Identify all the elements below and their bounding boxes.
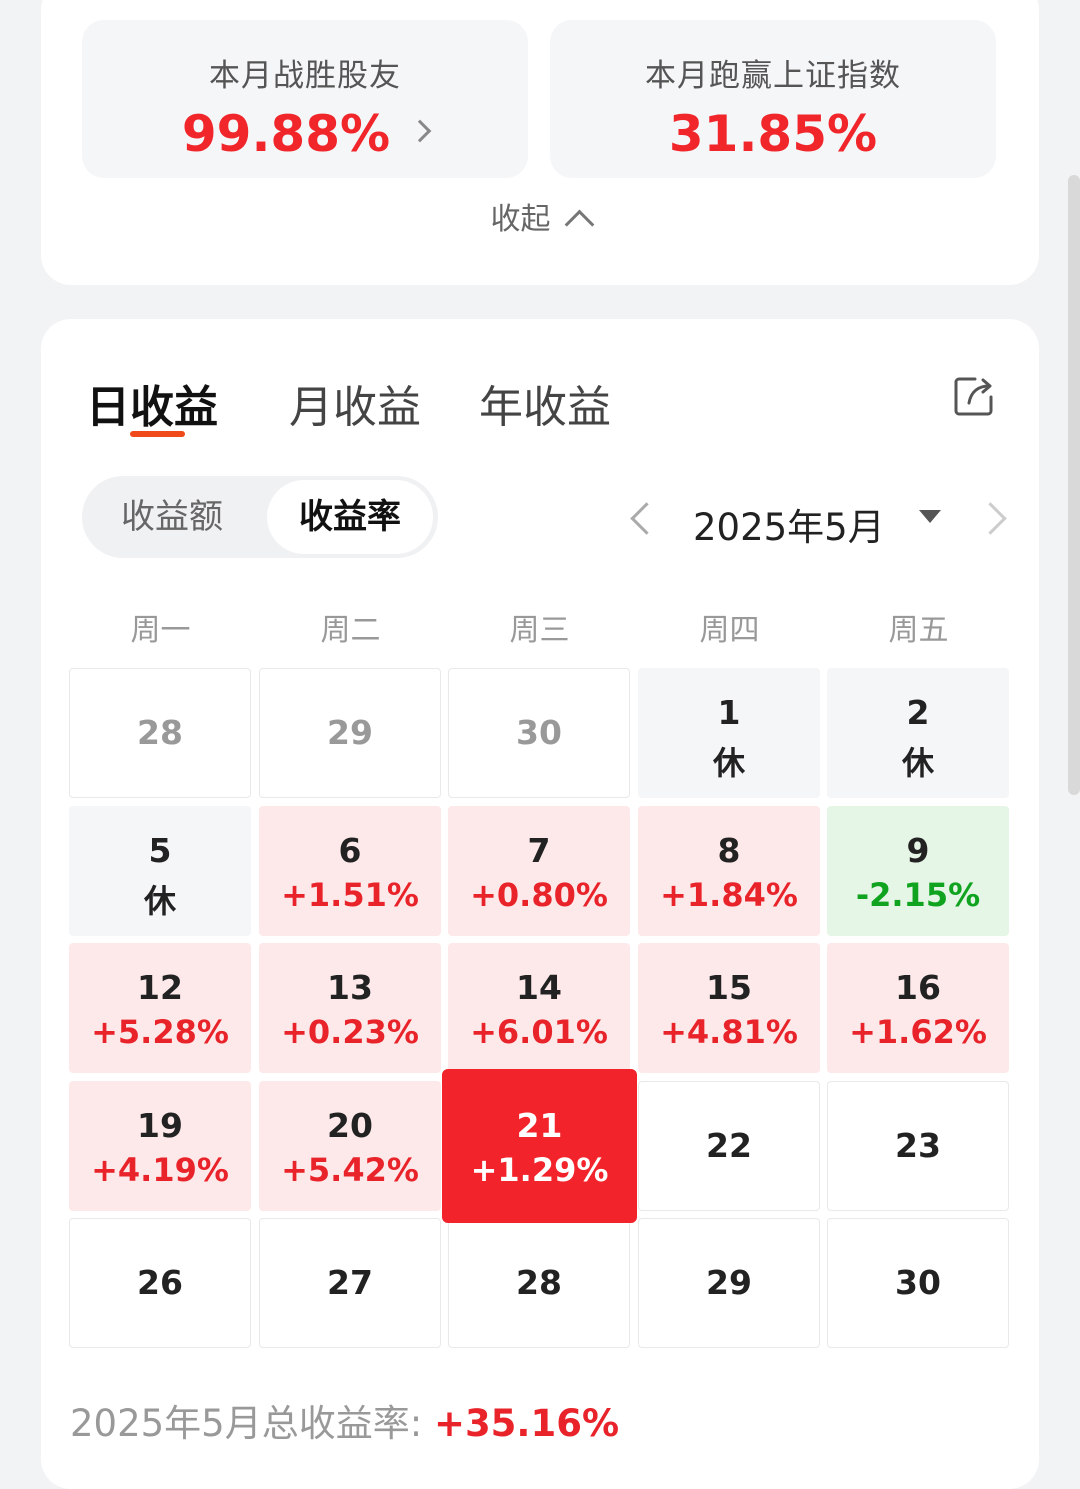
weekday-label: 周二: [320, 613, 381, 648]
tab-monthly[interactable]: 月收益: [289, 382, 421, 433]
daily-return: +0.80%: [470, 876, 608, 914]
calendar-day-cell[interactable]: 15 +4.81%: [638, 943, 820, 1073]
weekday-label: 周一: [130, 613, 191, 648]
calendar-day-cell[interactable]: 29: [638, 1218, 820, 1348]
day-number: 28: [516, 1263, 562, 1302]
day-number: 13: [327, 968, 373, 1007]
day-number: 7: [527, 831, 551, 870]
holiday-label: 休: [143, 882, 176, 920]
day-number: 23: [895, 1126, 941, 1165]
tab-daily[interactable]: 日收益: [86, 382, 218, 433]
day-number: 5: [148, 831, 172, 870]
day-number: 29: [706, 1263, 752, 1302]
calendar-day-cell[interactable]: 28: [69, 668, 251, 798]
beat-index-label: 本月跑赢上证指数: [645, 58, 901, 94]
collapse-button[interactable]: 收起: [41, 194, 1039, 240]
day-number: 30: [895, 1263, 941, 1302]
holiday-label: 休: [901, 744, 934, 782]
daily-return: +1.62%: [849, 1013, 987, 1051]
day-number: 26: [137, 1263, 183, 1302]
daily-return: +5.42%: [281, 1151, 419, 1189]
day-number: 20: [327, 1106, 373, 1145]
toggle-rate[interactable]: 收益率: [267, 480, 433, 554]
day-number: 2: [906, 693, 930, 732]
day-number: 12: [137, 968, 183, 1007]
calendar-day-cell[interactable]: 27: [259, 1218, 441, 1348]
day-number: 21: [516, 1106, 563, 1145]
beat-peers-value: 99.88%: [181, 105, 391, 163]
daily-return: +4.19%: [91, 1151, 229, 1189]
monthly-total: 2025年5月总收益率: +35.16%: [70, 1393, 619, 1447]
calendar-day-cell[interactable]: 9 -2.15%: [827, 806, 1009, 936]
daily-return: +1.51%: [281, 876, 419, 914]
calendar-day-cell[interactable]: 26: [69, 1218, 251, 1348]
active-tab-indicator: [130, 431, 185, 437]
calendar-day-cell[interactable]: 7 +0.80%: [448, 806, 630, 936]
day-number: 19: [137, 1106, 183, 1145]
daily-return: +4.81%: [660, 1013, 798, 1051]
collapse-label: 收起: [490, 202, 551, 237]
holiday-label: 休: [712, 744, 745, 782]
day-number: 22: [706, 1126, 752, 1165]
month-picker[interactable]: 2025年5月: [693, 506, 885, 549]
day-number: 29: [327, 713, 373, 752]
weekday-label: 周三: [509, 613, 570, 648]
weekday-label: 周四: [699, 613, 760, 648]
day-number: 27: [327, 1263, 373, 1302]
day-number: 9: [906, 831, 930, 870]
daily-return: +5.28%: [91, 1013, 229, 1051]
calendar-day-cell[interactable]: 22: [638, 1081, 820, 1211]
share-icon[interactable]: [953, 375, 995, 417]
calendar-day-cell[interactable]: 21 +1.29%: [442, 1069, 637, 1223]
day-number: 14: [516, 968, 562, 1007]
calendar-day-cell[interactable]: 12 +5.28%: [69, 943, 251, 1073]
calendar-day-cell[interactable]: 30: [827, 1218, 1009, 1348]
tab-yearly[interactable]: 年收益: [479, 382, 611, 433]
day-number: 1: [717, 693, 741, 732]
calendar-day-cell[interactable]: 16 +1.62%: [827, 943, 1009, 1073]
dropdown-triangle-icon[interactable]: [919, 510, 941, 523]
calendar-day-cell[interactable]: 29: [259, 668, 441, 798]
chevron-right-icon[interactable]: [408, 119, 432, 143]
toggle-amount[interactable]: 收益额: [121, 497, 223, 537]
beat-peers-stat[interactable]: 本月战胜股友 99.88%: [82, 20, 528, 178]
calendar-day-cell[interactable]: 13 +0.23%: [259, 943, 441, 1073]
profit-calendar-card: 日收益 月收益 年收益 收益额 收益率 2025年5月 周一 周二 周三 周四 周五 2…: [41, 319, 1039, 1489]
day-number: 6: [338, 831, 362, 870]
daily-return: -2.15%: [855, 876, 981, 914]
calendar-day-cell[interactable]: 30: [448, 668, 630, 798]
scrollbar[interactable]: [1068, 175, 1080, 795]
summary-card: 本月战胜股友 99.88% 本月跑赢上证指数 31.85% 收起: [41, 0, 1039, 285]
day-number: 16: [895, 968, 941, 1007]
day-number: 30: [516, 713, 562, 752]
monthly-total-label: 2025年5月总收益率:: [70, 1402, 434, 1445]
day-number: 8: [717, 831, 741, 870]
daily-return: +0.23%: [281, 1013, 419, 1051]
daily-return: +1.84%: [660, 876, 798, 914]
month-navigator: 2025年5月: [621, 495, 1021, 549]
beat-index-stat: 本月跑赢上证指数 31.85%: [550, 20, 996, 178]
chevron-right-icon[interactable]: [974, 502, 1007, 535]
calendar-day-cell[interactable]: 8 +1.84%: [638, 806, 820, 936]
calendar-day-cell[interactable]: 23: [827, 1081, 1009, 1211]
weekday-label: 周五: [888, 613, 949, 648]
calendar-day-cell[interactable]: 20 +5.42%: [259, 1081, 441, 1211]
monthly-total-value: +35.16%: [433, 1402, 620, 1445]
chevron-up-icon: [564, 209, 594, 240]
chevron-left-icon[interactable]: [630, 502, 663, 535]
daily-return: +6.01%: [470, 1013, 608, 1051]
beat-index-value: 31.85%: [668, 105, 878, 163]
calendar-day-cell[interactable]: 28: [448, 1218, 630, 1348]
daily-return: +1.29%: [470, 1151, 609, 1189]
metric-toggle: 收益额 收益率: [82, 476, 438, 558]
day-number: 28: [137, 713, 183, 752]
beat-peers-label: 本月战胜股友: [209, 58, 401, 94]
calendar-day-cell[interactable]: 14 +6.01%: [448, 943, 630, 1073]
day-number: 15: [706, 968, 752, 1007]
calendar-day-cell[interactable]: 6 +1.51%: [259, 806, 441, 936]
calendar-day-cell[interactable]: 19 +4.19%: [69, 1081, 251, 1211]
